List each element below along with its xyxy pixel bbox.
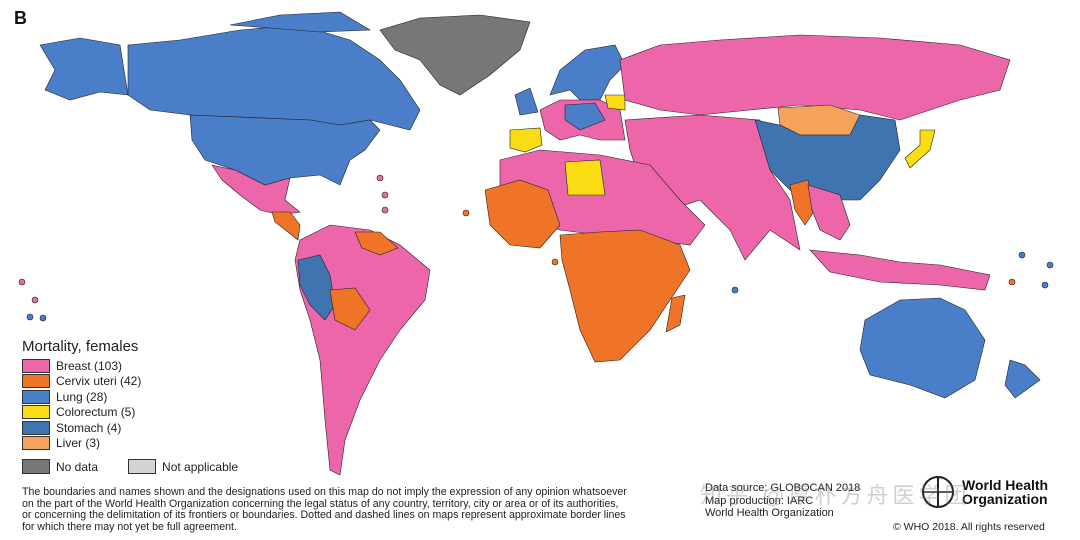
legend-item-colorectum: Colorectum (5) — [22, 405, 238, 421]
legend-item-breast: Breast (103) — [22, 358, 238, 374]
region-indonesia — [809, 249, 991, 291]
region-china — [754, 114, 901, 201]
legend-item-stomach: Stomach (4) — [22, 420, 238, 436]
legend-label: Colorectum (5) — [56, 405, 136, 420]
legend-swatch — [22, 420, 50, 435]
region-southern-africa — [559, 229, 691, 363]
disclaimer: The boundaries and names shown and the d… — [22, 486, 682, 533]
region-russia — [619, 34, 1011, 121]
legend-title: Mortality, females — [22, 338, 139, 355]
who-emblem-icon — [922, 476, 954, 508]
region-west-africa — [484, 179, 561, 249]
region-alaska — [39, 37, 129, 101]
legend-label: Breast (103) — [56, 358, 123, 373]
region-peru-ecuador — [297, 254, 336, 321]
region-new-zealand — [1004, 359, 1041, 399]
legend-label: Liver (3) — [56, 436, 101, 451]
legend-item-lung: Lung (28) — [22, 389, 238, 405]
credits: Data source: GLOBOCAN 2018 Map productio… — [705, 482, 860, 520]
region-se-asia — [807, 184, 851, 241]
region-scandinavia — [549, 44, 626, 101]
region-uk — [514, 87, 539, 116]
not-applicable-label: Not applicable — [162, 459, 239, 474]
island-markers — [18, 174, 1054, 322]
legend-swatch — [22, 389, 50, 404]
credit-org: World Health Organization — [705, 507, 834, 519]
region-greenland — [379, 14, 531, 96]
region-usa — [189, 114, 381, 186]
disclaimer-line: for which there may not yet be full agre… — [22, 520, 237, 533]
legend-swatch — [22, 405, 50, 420]
map-production: Map production: IARC — [705, 494, 814, 507]
legend-item-liver: Liver (3) — [22, 436, 238, 452]
who-logo: World Health Organization — [920, 474, 1054, 510]
region-libya — [564, 159, 606, 196]
no-data-swatch — [22, 459, 50, 474]
region-venezuela — [354, 231, 399, 256]
legend-label: Cervix uteri (42) — [56, 374, 142, 389]
legend-swatch — [22, 374, 50, 389]
watermark: 知乎 @厚朴方舟医学团 — [700, 483, 971, 508]
region-spain — [509, 127, 543, 153]
region-canada — [127, 24, 421, 131]
world-map — [18, 11, 1054, 476]
region-central-europe — [564, 102, 606, 131]
no-data-label: No data — [56, 459, 99, 474]
region-australia — [859, 297, 986, 399]
legend-label: Stomach (4) — [56, 420, 122, 435]
legend-swatch — [22, 358, 50, 373]
region-arctic-islands — [229, 11, 372, 33]
who-name: World Health Organization — [962, 477, 1049, 507]
copyright: © WHO 2018. All rights reserved — [893, 521, 1045, 533]
disclaimer-line: or concerning the delimitation of its fr… — [22, 509, 626, 521]
disclaimer-line: on the part of the World Health Organiza… — [22, 497, 619, 510]
not-applicable-swatch — [128, 459, 157, 474]
region-bolivia — [329, 287, 371, 331]
disclaimer-line: The boundaries and names shown and the d… — [22, 486, 627, 498]
legend: Mortality, females Breast (103) Cervix u… — [22, 338, 238, 474]
legend-item-cervix: Cervix uteri (42) — [22, 374, 238, 390]
data-source: Data source: GLOBOCAN 2018 — [705, 482, 861, 494]
legend-label: Lung (28) — [56, 389, 108, 404]
region-madagascar — [665, 294, 686, 333]
region-ukraine — [604, 94, 626, 111]
region-mexico — [211, 164, 301, 216]
region-japan — [904, 129, 936, 169]
legend-swatch — [22, 436, 50, 451]
region-central-america — [271, 211, 301, 241]
panel-label: B — [14, 8, 27, 28]
